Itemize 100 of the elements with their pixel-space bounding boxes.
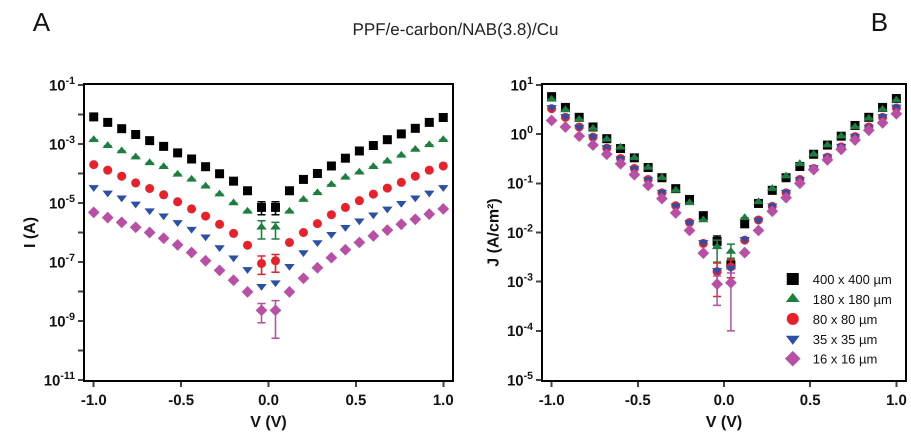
- point: [438, 161, 448, 170]
- point: [628, 168, 640, 181]
- point: [201, 212, 210, 221]
- point: [670, 207, 682, 219]
- point: [381, 224, 394, 236]
- point: [697, 247, 710, 260]
- point: [423, 208, 436, 220]
- point: [200, 254, 212, 267]
- point: [103, 166, 112, 175]
- point: [284, 186, 294, 196]
- point: [354, 236, 366, 248]
- y-tick-label: 10$^{-1}$: [506, 173, 534, 193]
- point: [201, 162, 210, 172]
- point: [890, 108, 902, 120]
- y-tick-label: 10$^{0}$: [510, 124, 534, 144]
- point: [711, 278, 723, 290]
- point: [298, 228, 308, 237]
- point: [780, 192, 792, 204]
- x-tick-label: -1.0: [538, 392, 565, 409]
- point: [326, 252, 338, 264]
- legend-label: 16 x 16 µm: [812, 352, 878, 367]
- point: [144, 226, 156, 238]
- point: [340, 154, 350, 163]
- point: [835, 144, 848, 156]
- y-tick-label: 10$^{-4}$: [506, 320, 534, 340]
- point: [396, 178, 406, 187]
- point: [326, 210, 336, 220]
- point: [642, 180, 654, 192]
- legend-label: 400 x 400 µm: [812, 272, 892, 288]
- point: [257, 258, 266, 268]
- x-axis-title: V (V): [706, 414, 742, 432]
- x-tick-label: 0.5: [345, 392, 366, 409]
- point: [117, 172, 126, 181]
- point: [395, 218, 408, 230]
- point: [102, 141, 113, 148]
- point: [740, 219, 750, 228]
- point: [368, 230, 380, 242]
- point: [354, 146, 364, 156]
- point: [229, 228, 238, 238]
- point: [172, 239, 184, 251]
- x-tick-label: 0.0: [258, 392, 279, 409]
- text: PPF/e-carbon/NAB(3.8)/Cu: [352, 20, 558, 39]
- point: [396, 129, 406, 138]
- point: [145, 184, 154, 193]
- point: [573, 130, 586, 142]
- y-tick-label: 10$^{-5}$: [506, 370, 534, 390]
- point: [173, 197, 182, 206]
- point: [298, 174, 308, 184]
- point: [340, 244, 352, 256]
- x-tick-label: 1.0: [432, 392, 454, 409]
- point: [312, 262, 324, 274]
- point: [173, 148, 182, 158]
- point: [117, 124, 126, 134]
- point: [145, 136, 154, 146]
- y-tick-label: 10$^{-9}$: [48, 310, 76, 330]
- legend-label: 35 x 35 µm: [812, 332, 878, 347]
- point: [752, 224, 764, 236]
- point: [186, 246, 198, 258]
- point: [738, 246, 751, 258]
- point: [614, 158, 626, 170]
- point: [340, 202, 350, 212]
- point: [214, 264, 226, 276]
- point: [437, 203, 450, 215]
- point: [849, 134, 861, 146]
- point: [409, 213, 422, 226]
- point: [89, 160, 98, 170]
- point: [257, 202, 266, 212]
- point: [159, 190, 168, 200]
- point: [187, 204, 196, 214]
- point: [131, 130, 140, 139]
- point: [284, 238, 294, 247]
- point: [130, 221, 142, 234]
- point: [243, 186, 252, 196]
- point: [256, 304, 268, 316]
- point: [284, 286, 296, 298]
- point: [88, 206, 100, 218]
- point: [102, 212, 114, 224]
- point: [382, 184, 392, 193]
- point: [424, 166, 434, 175]
- point: [229, 176, 238, 186]
- point: [298, 272, 310, 284]
- point: [438, 113, 448, 122]
- point: [131, 178, 140, 188]
- point: [158, 232, 170, 244]
- point: [424, 118, 434, 127]
- x-tick-label: 1.0: [886, 392, 907, 409]
- point: [656, 192, 668, 204]
- x-tick-label: 0.0: [714, 392, 734, 409]
- point: [159, 142, 168, 151]
- point: [546, 114, 558, 126]
- point: [270, 256, 280, 266]
- point: [116, 146, 127, 154]
- point: [215, 220, 224, 229]
- point: [103, 118, 112, 127]
- point: [794, 177, 806, 190]
- point: [725, 276, 737, 289]
- point: [228, 274, 240, 286]
- point: [270, 202, 280, 212]
- y-tick-label: 10$^{-5}$: [48, 192, 76, 212]
- point: [116, 216, 128, 228]
